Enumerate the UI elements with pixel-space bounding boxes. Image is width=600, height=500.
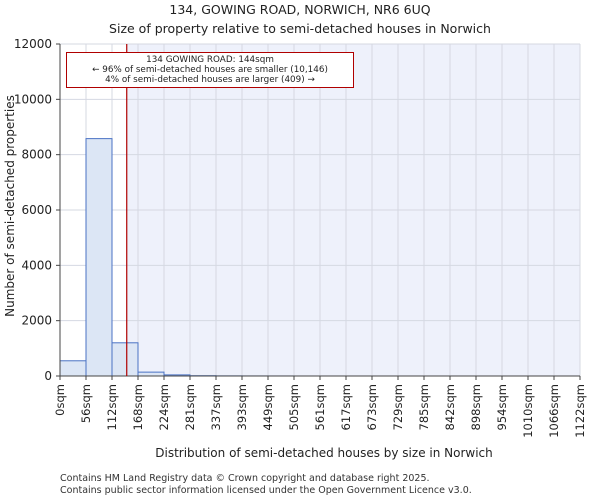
chart-subtitle: Size of property relative to semi-detach…: [109, 21, 491, 36]
property-annotation: 134 GOWING ROAD: 144sqm ← 96% of semi-de…: [66, 52, 354, 88]
x-tick-label: 168sqm: [131, 384, 145, 430]
annotation-line-1: 134 GOWING ROAD: 144sqm: [146, 55, 274, 65]
histogram-bar: [111, 342, 139, 377]
footer-line-2: Contains public sector information licen…: [60, 485, 472, 496]
x-tick-label: 449sqm: [261, 384, 275, 430]
x-tick-label: 505sqm: [287, 384, 301, 430]
histogram-bar: [85, 138, 113, 377]
y-tick-label: 4000: [21, 258, 52, 272]
x-tick-label: 337sqm: [209, 384, 223, 430]
histogram-bar: [59, 360, 87, 377]
x-tick-label: 393sqm: [235, 384, 249, 430]
y-tick-label: 6000: [21, 203, 52, 217]
x-tick-label: 1066sqm: [547, 384, 561, 438]
y-tick-label: 8000: [21, 148, 52, 162]
chart-title: 134, GOWING ROAD, NORWICH, NR6 6UQ: [169, 2, 431, 17]
x-tick-label: 954sqm: [495, 384, 509, 430]
x-tick-label: 785sqm: [417, 384, 431, 430]
histogram-bar: [137, 371, 165, 377]
annotation-line-2: ← 96% of semi-detached houses are smalle…: [92, 65, 328, 75]
x-tick-label: 281sqm: [183, 384, 197, 430]
x-tick-label: 842sqm: [443, 384, 457, 430]
y-tick-label: 10000: [14, 92, 52, 106]
x-tick-label: 112sqm: [105, 384, 119, 430]
y-tick-label: 2000: [21, 314, 52, 328]
x-tick-label: 1010sqm: [521, 384, 535, 438]
x-tick-label: 224sqm: [157, 384, 171, 430]
x-axis-label: Distribution of semi-detached houses by …: [155, 446, 493, 460]
x-tick-label: 673sqm: [365, 384, 379, 430]
x-tick-label: 0sqm: [53, 384, 67, 416]
annotation-line-3: 4% of semi-detached houses are larger (4…: [105, 75, 315, 85]
y-tick-label: 12000: [14, 37, 52, 51]
y-tick-label: 0: [44, 369, 52, 383]
footer-line-1: Contains HM Land Registry data © Crown c…: [60, 473, 430, 484]
x-tick-label: 898sqm: [469, 384, 483, 430]
x-tick-label: 1122sqm: [573, 384, 587, 438]
x-tick-label: 56sqm: [79, 384, 93, 423]
y-axis-label: Number of semi-detached properties: [3, 95, 17, 317]
x-tick-label: 561sqm: [313, 384, 327, 430]
x-tick-label: 617sqm: [339, 384, 353, 430]
x-tick-label: 729sqm: [391, 384, 405, 430]
